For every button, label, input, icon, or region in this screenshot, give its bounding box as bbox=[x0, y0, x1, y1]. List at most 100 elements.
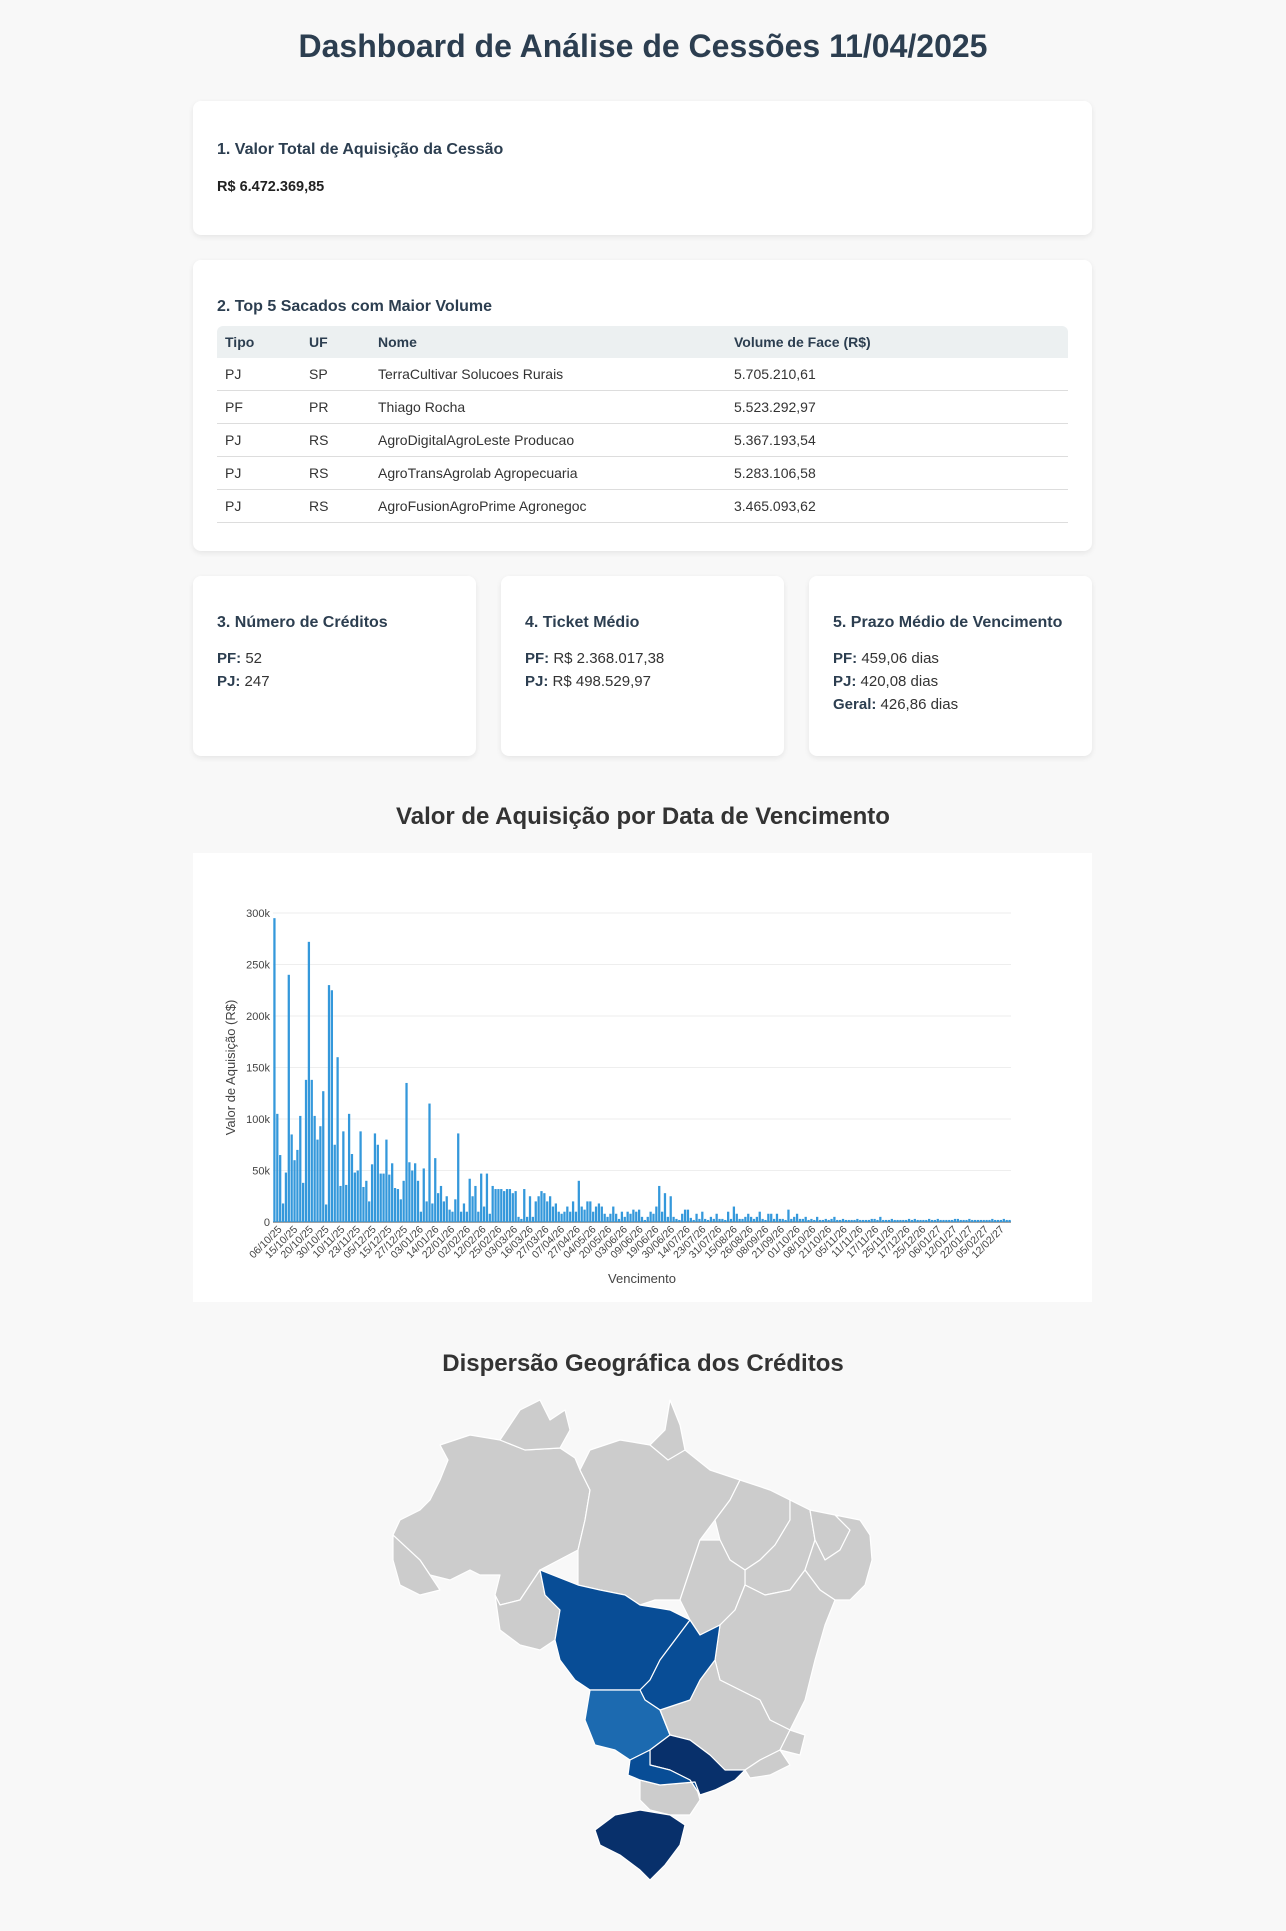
bar[interactable] bbox=[531, 1216, 535, 1222]
bar[interactable] bbox=[379, 1173, 382, 1222]
bar[interactable] bbox=[681, 1213, 684, 1222]
bar[interactable] bbox=[557, 1211, 560, 1222]
bar[interactable] bbox=[933, 1219, 937, 1222]
bar[interactable] bbox=[683, 1209, 687, 1222]
bar[interactable] bbox=[319, 1126, 322, 1222]
bar[interactable] bbox=[996, 1219, 1000, 1222]
bar[interactable] bbox=[813, 1219, 816, 1222]
bar[interactable] bbox=[368, 1201, 371, 1222]
bar[interactable] bbox=[408, 1162, 411, 1222]
bar[interactable] bbox=[589, 1201, 592, 1222]
bar[interactable] bbox=[411, 1170, 414, 1223]
bar[interactable] bbox=[494, 1189, 497, 1222]
bar[interactable] bbox=[333, 1144, 336, 1222]
bar[interactable] bbox=[807, 1219, 810, 1222]
bar[interactable] bbox=[569, 1211, 572, 1222]
bar[interactable] bbox=[365, 1180, 368, 1222]
bar[interactable] bbox=[758, 1211, 761, 1222]
bar[interactable] bbox=[764, 1219, 767, 1222]
bar[interactable] bbox=[729, 1218, 733, 1222]
bar[interactable] bbox=[922, 1219, 925, 1222]
bar[interactable] bbox=[439, 1185, 443, 1222]
bar[interactable] bbox=[500, 1189, 503, 1222]
bar[interactable] bbox=[422, 1168, 425, 1222]
state-rs[interactable] bbox=[594, 1809, 686, 1881]
bar[interactable] bbox=[672, 1216, 675, 1222]
bar[interactable] bbox=[761, 1218, 764, 1222]
bar[interactable] bbox=[652, 1213, 655, 1222]
bar[interactable] bbox=[962, 1219, 965, 1222]
bar[interactable] bbox=[523, 1189, 526, 1222]
bar[interactable] bbox=[347, 1113, 351, 1222]
bar[interactable] bbox=[887, 1219, 891, 1222]
bar[interactable] bbox=[396, 1189, 400, 1222]
state-es[interactable] bbox=[779, 1729, 806, 1756]
bar[interactable] bbox=[663, 1193, 667, 1222]
bar[interactable] bbox=[928, 1218, 931, 1222]
bar[interactable] bbox=[770, 1213, 773, 1222]
bar[interactable] bbox=[856, 1218, 859, 1222]
bar[interactable] bbox=[646, 1216, 649, 1222]
bar[interactable] bbox=[709, 1216, 713, 1222]
bar[interactable] bbox=[916, 1219, 919, 1222]
bar[interactable] bbox=[876, 1219, 879, 1222]
bar[interactable] bbox=[373, 1133, 377, 1222]
bar[interactable] bbox=[342, 1131, 345, 1222]
bar[interactable] bbox=[566, 1206, 569, 1222]
bar[interactable] bbox=[689, 1217, 692, 1222]
bar[interactable] bbox=[370, 1164, 374, 1222]
bar[interactable] bbox=[945, 1219, 948, 1222]
bar[interactable] bbox=[979, 1219, 982, 1222]
bar[interactable] bbox=[442, 1201, 445, 1222]
bar[interactable] bbox=[514, 1191, 517, 1222]
bar[interactable] bbox=[388, 1174, 391, 1222]
bar[interactable] bbox=[755, 1216, 758, 1222]
bar[interactable] bbox=[316, 1139, 319, 1222]
bar[interactable] bbox=[468, 1178, 471, 1222]
bar[interactable] bbox=[870, 1218, 873, 1222]
bar[interactable] bbox=[402, 1180, 405, 1222]
bar[interactable] bbox=[416, 1180, 420, 1222]
bar[interactable] bbox=[284, 1172, 288, 1222]
bar[interactable] bbox=[658, 1185, 661, 1222]
bar[interactable] bbox=[436, 1193, 440, 1222]
bar[interactable] bbox=[480, 1173, 483, 1222]
bar[interactable] bbox=[994, 1219, 997, 1222]
bar[interactable] bbox=[612, 1206, 615, 1222]
bar[interactable] bbox=[474, 1185, 477, 1222]
bar[interactable] bbox=[339, 1185, 342, 1222]
bar[interactable] bbox=[324, 1204, 328, 1222]
bar[interactable] bbox=[913, 1218, 916, 1222]
bar[interactable] bbox=[973, 1219, 977, 1222]
bar[interactable] bbox=[721, 1218, 724, 1222]
bar[interactable] bbox=[678, 1219, 681, 1222]
bar[interactable] bbox=[781, 1218, 784, 1222]
bar[interactable] bbox=[399, 1199, 402, 1222]
bar[interactable] bbox=[597, 1203, 601, 1222]
bar[interactable] bbox=[867, 1219, 870, 1222]
bar[interactable] bbox=[971, 1219, 974, 1222]
bar[interactable] bbox=[715, 1213, 718, 1222]
bar[interactable] bbox=[836, 1219, 839, 1222]
bar[interactable] bbox=[307, 941, 311, 1222]
bar[interactable] bbox=[497, 1189, 500, 1222]
bar[interactable] bbox=[982, 1219, 985, 1222]
bar[interactable] bbox=[385, 1139, 388, 1222]
bar[interactable] bbox=[583, 1209, 586, 1222]
bar[interactable] bbox=[457, 1133, 460, 1222]
bar[interactable] bbox=[795, 1213, 799, 1222]
bar[interactable] bbox=[600, 1206, 603, 1222]
bar[interactable] bbox=[594, 1206, 598, 1222]
bar[interactable] bbox=[279, 1155, 282, 1222]
bar[interactable] bbox=[896, 1219, 899, 1222]
bar[interactable] bbox=[902, 1219, 905, 1222]
bar[interactable] bbox=[276, 1113, 279, 1222]
bar[interactable] bbox=[890, 1218, 893, 1222]
bar[interactable] bbox=[775, 1213, 779, 1222]
bar[interactable] bbox=[939, 1219, 942, 1222]
bar[interactable] bbox=[551, 1206, 555, 1222]
bar[interactable] bbox=[281, 1203, 285, 1222]
bar[interactable] bbox=[864, 1219, 868, 1222]
bar[interactable] bbox=[617, 1218, 621, 1222]
bar[interactable] bbox=[310, 1079, 313, 1222]
